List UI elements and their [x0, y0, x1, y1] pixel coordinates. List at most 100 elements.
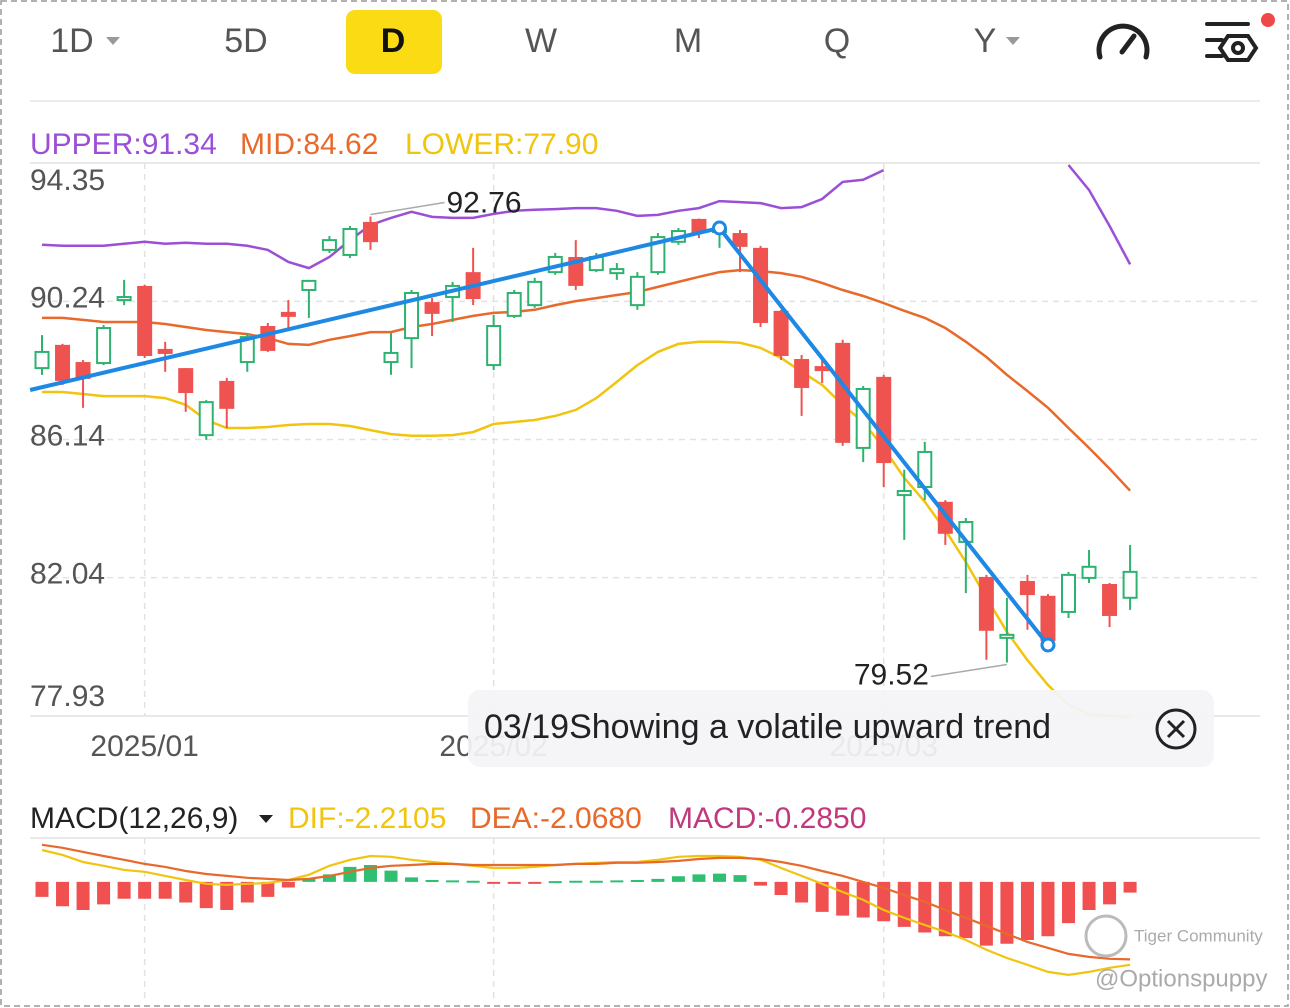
low-label: 79.52	[854, 658, 929, 691]
macd-bar	[671, 876, 685, 882]
toolbar: 1D 5D D W M Q Y	[50, 10, 1275, 74]
candle-body	[814, 366, 830, 372]
macd-bar	[343, 866, 357, 882]
macd-bar	[979, 881, 993, 946]
plot: 94.3590.2486.1482.0477.932025/012025/022…	[29, 128, 1260, 1000]
macd-bar	[795, 881, 809, 903]
trend-handle	[1040, 637, 1056, 653]
tab[interactable]: W	[525, 22, 557, 60]
dropdown-caret	[259, 815, 273, 823]
macd-bar	[138, 881, 152, 899]
macd-bar	[117, 881, 131, 899]
candle-body	[55, 344, 71, 381]
macd-bar	[754, 881, 768, 886]
legend-entry: UPPER:91.34	[30, 128, 217, 161]
candle-body	[1040, 595, 1056, 641]
macd-bar	[610, 880, 624, 883]
tab[interactable]: Y	[974, 22, 997, 60]
macd-bar	[692, 874, 706, 882]
candle-body	[178, 368, 194, 394]
macd-bar	[56, 881, 70, 907]
bands	[41, 164, 1132, 718]
candle-body	[773, 310, 789, 356]
tooltip-box	[468, 690, 1214, 767]
watermark-text: Tiger Community	[1134, 926, 1263, 945]
line	[42, 268, 1132, 492]
candle-body	[116, 296, 132, 302]
macd-bar	[1062, 881, 1075, 924]
macd-bar	[487, 881, 501, 884]
candle-body	[568, 256, 584, 286]
macd-bar	[1020, 881, 1034, 940]
selected-tab-bg	[346, 10, 442, 74]
candle-body	[1061, 573, 1076, 613]
high-label: 92.76	[446, 186, 521, 219]
line	[41, 164, 1132, 270]
macd-bar	[97, 881, 111, 905]
candle-body	[506, 291, 522, 317]
indicator-title: MACD(12,26,9)	[30, 802, 238, 835]
candle-body	[609, 268, 625, 275]
candle-body	[424, 302, 440, 314]
x-tick-label: 2025/01	[90, 730, 198, 763]
candle-body	[978, 576, 994, 631]
macd-bar	[384, 870, 398, 882]
candle-body	[999, 633, 1015, 639]
tab[interactable]: 5D	[224, 22, 267, 60]
macd-bar	[179, 881, 193, 903]
legend-entry: DEA:-2.0680	[470, 802, 642, 835]
tab[interactable]: M	[674, 22, 702, 60]
candle-body	[1081, 565, 1097, 579]
tab[interactable]: Q	[824, 22, 850, 60]
y-tick-label: 82.04	[30, 558, 105, 591]
candle-body	[1122, 570, 1138, 599]
macd-bar	[651, 878, 665, 882]
macd-bar	[199, 881, 213, 909]
macd-bar	[281, 881, 295, 888]
candle-body	[1019, 580, 1035, 596]
macd-bar	[507, 881, 521, 884]
macd-bar	[733, 875, 747, 882]
gauge-icon[interactable]	[1096, 23, 1150, 60]
high-leader	[370, 201, 445, 216]
tab[interactable]: D	[381, 22, 406, 60]
macd-bar	[774, 881, 788, 895]
legend-entry: DIF:-2.2105	[288, 802, 446, 835]
candle-body	[527, 280, 543, 307]
macd-bar	[959, 881, 973, 939]
close-button[interactable]	[1155, 708, 1197, 750]
macd-bar	[918, 881, 932, 933]
tab[interactable]: 1D	[50, 22, 93, 60]
macd-bar	[35, 881, 49, 897]
candle-body	[404, 291, 420, 340]
candle-body	[301, 279, 317, 291]
macd-bar	[1103, 881, 1117, 905]
candle-body	[486, 325, 502, 367]
line	[42, 340, 1131, 718]
macd-bar	[712, 873, 726, 882]
settings-icon[interactable]	[1205, 22, 1259, 62]
candle-body	[1102, 583, 1118, 616]
notification-dot	[1261, 13, 1275, 27]
macd-bar	[589, 880, 603, 883]
macd-bar	[528, 881, 542, 884]
tooltip-text: 03/19Showing a volatile upward trend	[484, 708, 1051, 746]
candle-body	[794, 359, 810, 388]
macd-bar	[630, 880, 644, 882]
watermark-logo	[1084, 914, 1128, 958]
macd-bar	[446, 880, 460, 883]
y-tick-label: 86.14	[30, 419, 105, 452]
candle-body	[137, 285, 153, 356]
candle-body	[732, 233, 748, 247]
candle-body	[650, 236, 666, 274]
macd-bar	[569, 880, 583, 883]
tooltip[interactable]: 03/19Showing a volatile upward trend	[468, 690, 1214, 767]
candle-body	[876, 376, 892, 464]
candle-body	[219, 380, 235, 409]
candle-body	[896, 490, 912, 497]
watermark: Tiger Community @Optionspuppy	[1084, 914, 1267, 992]
macd-bar	[158, 881, 172, 899]
candle-body	[629, 275, 645, 307]
